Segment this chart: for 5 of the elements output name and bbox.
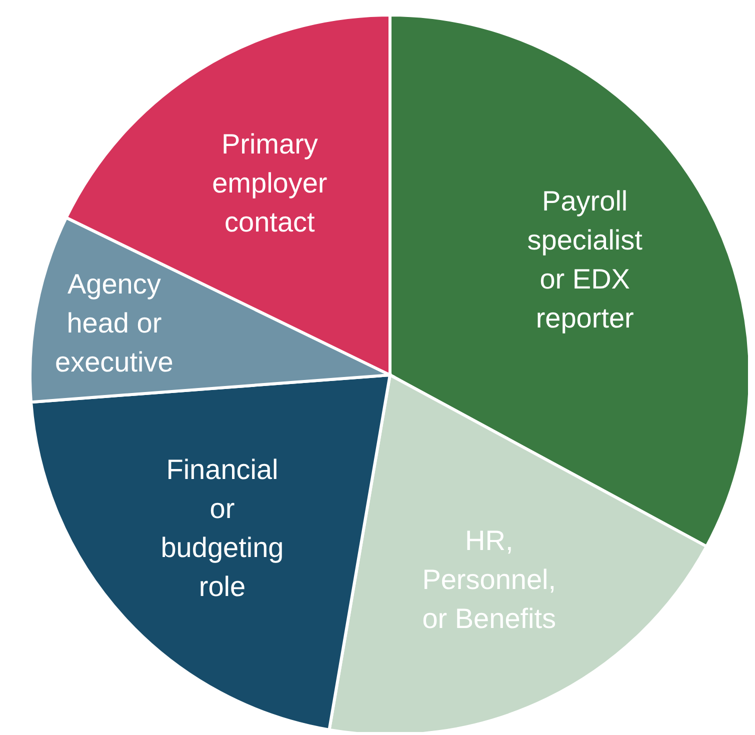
slice-label: Primary employer contact: [212, 128, 328, 238]
slice-label: Payroll specialist or EDX reporter: [527, 184, 643, 333]
slice-label: Financial or budgeting role: [160, 454, 284, 602]
slice-label: Agency head or executive: [55, 268, 174, 377]
slice-label: HR, Personnel, or Benefits: [422, 524, 556, 634]
